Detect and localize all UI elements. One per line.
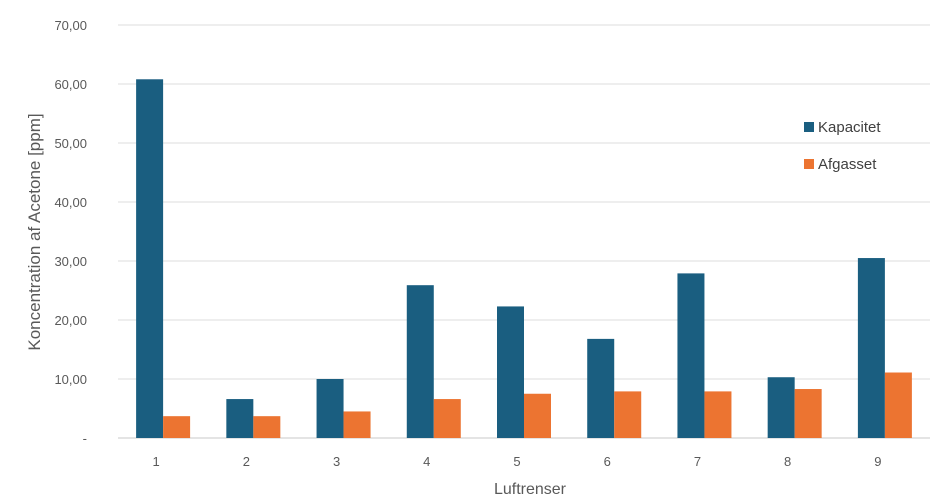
- bar-kapacitet-2: [226, 399, 254, 438]
- bar-afgasset-4: [433, 399, 461, 438]
- bar-kapacitet-9: [857, 258, 885, 438]
- x-tick-label: 3: [333, 454, 340, 469]
- x-axis-ticks: 1 2 3 4 5 6 7 8 9: [152, 454, 881, 469]
- y-tick-label: 60,00: [54, 77, 87, 92]
- bar-afgasset-5: [524, 393, 551, 438]
- x-tick-label: 4: [423, 454, 430, 469]
- legend-label-kapacitet: Kapacitet: [818, 119, 881, 136]
- x-tick-label: 2: [243, 454, 250, 469]
- bar-kapacitet-3: [316, 379, 344, 438]
- legend: Kapacitet Afgasset: [804, 119, 881, 173]
- bar-afgasset-9: [884, 372, 912, 438]
- x-tick-label: 9: [874, 454, 881, 469]
- y-tick-label: 70,00: [54, 18, 87, 33]
- y-tick-label: -: [83, 431, 87, 446]
- bar-afgasset-1: [163, 416, 191, 438]
- bar-afgasset-2: [253, 416, 281, 438]
- bar-afgasset-6: [614, 391, 642, 438]
- x-tick-label: 1: [152, 454, 159, 469]
- y-axis-label: Koncentration af Acetone [ppm]: [25, 113, 44, 350]
- x-tick-label: 6: [604, 454, 611, 469]
- legend-swatch-afgasset: [804, 159, 814, 169]
- x-tick-label: 5: [513, 454, 520, 469]
- y-tick-label: 30,00: [54, 254, 87, 269]
- y-tick-label: 20,00: [54, 313, 87, 328]
- bar-kapacitet-4: [406, 285, 434, 438]
- y-tick-label: 40,00: [54, 195, 87, 210]
- x-tick-label: 8: [784, 454, 791, 469]
- legend-label-afgasset: Afgasset: [818, 156, 877, 173]
- legend-swatch-kapacitet: [804, 122, 814, 132]
- bar-afgasset-3: [343, 411, 371, 438]
- y-tick-label: 50,00: [54, 136, 87, 151]
- y-tick-label: 10,00: [54, 372, 87, 387]
- bar-kapacitet-7: [677, 273, 705, 438]
- bar-kapacitet-5: [497, 306, 524, 438]
- bar-afgasset-7: [704, 391, 732, 438]
- bar-kapacitet-6: [587, 338, 615, 438]
- bars: [136, 79, 912, 438]
- bar-kapacitet-1: [136, 79, 164, 438]
- bar-kapacitet-8: [767, 377, 795, 438]
- bar-afgasset-8: [794, 389, 822, 438]
- x-axis-label: Luftrenser: [494, 481, 567, 498]
- y-axis-ticks: - 10,00 20,00 30,00 40,00 50,00 60,00 70,00: [54, 18, 87, 446]
- x-tick-label: 7: [694, 454, 701, 469]
